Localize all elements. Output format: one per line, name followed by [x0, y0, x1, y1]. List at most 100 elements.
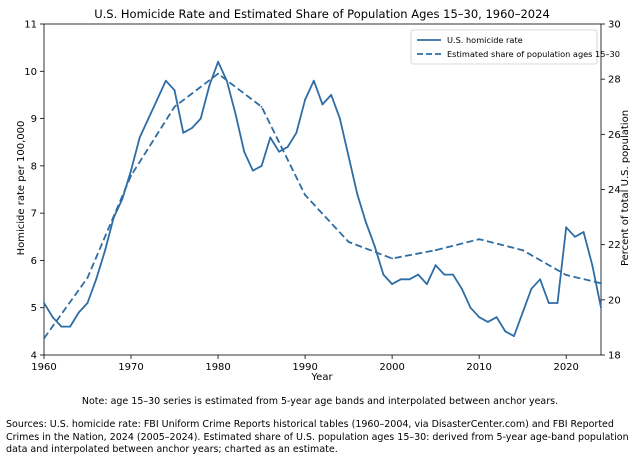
homicide-rate-point	[191, 127, 193, 129]
homicide-rate-point	[304, 98, 306, 101]
y-right-tick-label: 26	[608, 130, 621, 141]
population-share-line	[43, 72, 602, 339]
homicide-rate-point	[582, 231, 585, 233]
homicide-rate-point	[321, 103, 324, 106]
homicide-rate-point	[347, 155, 350, 158]
population-share-point	[217, 72, 219, 75]
population-share-point	[130, 174, 132, 177]
y-left-tick-label: 11	[24, 20, 37, 31]
x-tick-label: 1970	[118, 362, 143, 373]
legend-entry: Estimated share of population ages 15–30	[447, 49, 620, 59]
homicide-rate-point	[504, 330, 507, 333]
homicide-rate-point	[426, 283, 428, 285]
x-axis-label: Year	[310, 372, 333, 383]
chart-note: Note: age 15–30 series is estimated from…	[81, 396, 559, 407]
homicide-rate-point	[173, 89, 176, 92]
homicide-rate-point	[513, 335, 515, 337]
homicide-rate-point	[77, 311, 80, 314]
y-axis-label-left: Homicide rate per 100,000	[16, 121, 27, 256]
population-share-point	[565, 274, 568, 276]
homicide-rate-point	[365, 221, 367, 224]
homicide-rate-point	[565, 226, 568, 229]
homicide-rate-point	[243, 150, 246, 153]
homicide-rate-point	[60, 325, 63, 328]
homicide-rate-point	[530, 287, 533, 290]
y-right-tick-label: 28	[608, 75, 621, 86]
population-share-point	[521, 249, 524, 252]
homicide-rate-point	[260, 164, 263, 167]
y-left-tick-label: 7	[31, 209, 37, 220]
homicide-rate-point	[156, 98, 159, 101]
homicide-rate-point	[373, 245, 376, 248]
homicide-rate-point	[164, 79, 167, 82]
homicide-rate-point	[521, 311, 524, 314]
homicide-rate-point	[286, 146, 289, 148]
homicide-rate-point	[69, 325, 72, 328]
homicide-rate-point	[434, 264, 437, 267]
x-tick-label: 2020	[553, 362, 578, 373]
x-tick-label: 2000	[379, 362, 404, 373]
homicide-rate-point	[469, 306, 472, 309]
homicide-rate-point	[339, 117, 341, 120]
y-right-tick-label: 30	[608, 20, 621, 31]
population-share-point	[478, 238, 481, 241]
legend: U.S. homicide rate Estimated share of pop…	[410, 29, 620, 65]
population-share-point	[43, 337, 45, 340]
homicide-rate-point	[330, 94, 333, 96]
y-left-tick-label: 10	[24, 67, 37, 78]
legend-box	[410, 29, 598, 65]
homicide-rate-point	[199, 117, 202, 120]
y-right-tick-label: 22	[608, 240, 621, 251]
y-right-tick-label: 24	[608, 185, 621, 196]
homicide-rate-point	[417, 273, 420, 276]
chart-sources: Sources: U.S. homicide rate: FBI Uniform…	[6, 419, 629, 455]
homicide-rate-point	[547, 302, 550, 304]
homicide-rate-point	[312, 79, 315, 82]
x-tick-label: 1960	[31, 362, 56, 373]
population-share-point	[86, 276, 89, 279]
homicide-rate-point	[269, 136, 272, 139]
x-tick-label: 1990	[292, 362, 317, 373]
homicide-rate-point	[208, 84, 211, 87]
plot-frame	[43, 23, 602, 356]
homicide-rate-point	[600, 306, 602, 309]
homicide-rate-point	[399, 278, 402, 281]
homicide-rate-point	[573, 235, 576, 238]
population-share-point	[347, 241, 350, 243]
x-tick-label: 2010	[466, 362, 491, 373]
homicide-rate-point	[486, 321, 489, 323]
homicide-rate-point	[408, 278, 411, 281]
homicide-rate-point	[382, 273, 385, 276]
homicide-rate-point	[443, 273, 446, 276]
homicide-rate-point	[138, 136, 141, 139]
homicide-rate-point	[478, 316, 481, 319]
homicide-rate-point	[43, 302, 45, 304]
homicide-rate-point	[452, 273, 454, 276]
homicide-rate-point	[391, 283, 394, 285]
population-share-point	[600, 282, 602, 285]
homicide-rate-point	[86, 302, 89, 304]
legend-entry: U.S. homicide rate	[447, 35, 523, 45]
chart: U.S. Homicide Rate and Estimated Share o…	[16, 7, 631, 383]
y-axis-label-right: Percent of total U.S. population	[620, 110, 631, 266]
homicide-rate-point	[234, 112, 237, 115]
y-left-tick-label: 4	[31, 351, 37, 362]
homicide-rate-point	[278, 150, 280, 153]
homicide-rate-point	[51, 316, 54, 319]
homicide-rate-point	[130, 169, 132, 172]
y-left-tick-label: 6	[31, 256, 37, 267]
homicide-rate-point	[460, 287, 463, 290]
x-tick-label: 1980	[205, 362, 230, 373]
homicide-rate-point	[556, 302, 559, 304]
homicide-rate-point	[251, 169, 254, 172]
population-share-point	[391, 257, 394, 260]
y-left-tick-label: 5	[31, 303, 37, 314]
homicide-rate-point	[95, 278, 98, 281]
homicide-rate-point	[147, 117, 150, 120]
population-share-point	[304, 194, 306, 196]
chart-title: U.S. Homicide Rate and Estimated Share o…	[94, 7, 550, 21]
homicide-rate-point	[591, 264, 594, 267]
homicide-rate-point	[356, 193, 359, 196]
homicide-rate-point	[495, 316, 498, 319]
homicide-rate-point	[217, 60, 219, 63]
